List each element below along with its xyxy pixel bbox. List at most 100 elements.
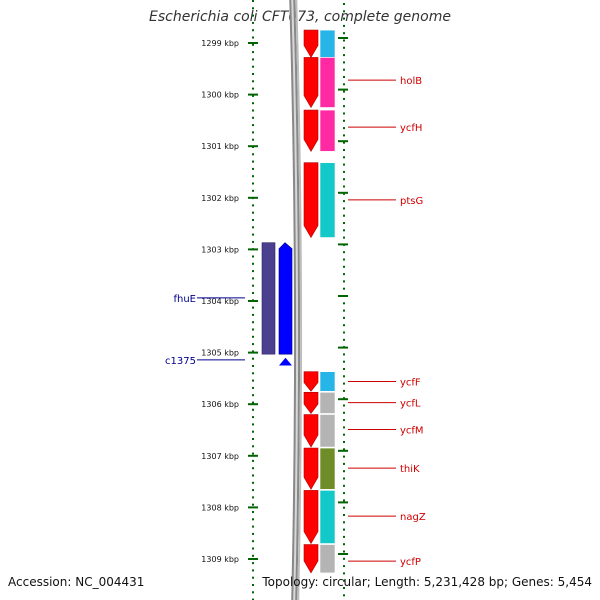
guide-dot — [252, 423, 254, 426]
gene-label-ycfP: ycfP — [400, 557, 421, 568]
tick-label: 1308 kbp — [201, 503, 239, 512]
guide-dot — [252, 262, 254, 265]
guide-dot — [252, 511, 254, 513]
guide-dot — [343, 543, 345, 546]
guide-dot — [343, 302, 345, 305]
guide-dot — [343, 492, 345, 495]
guide-dot — [252, 204, 254, 207]
guide-dot — [343, 170, 345, 173]
gene-label-ycfF: ycfF — [400, 377, 421, 388]
guide-dot — [252, 459, 254, 462]
guide-dot — [252, 408, 254, 411]
cds-arrow — [303, 29, 319, 59]
guide-dot — [252, 350, 254, 353]
guide-dot — [343, 331, 345, 334]
guide-dot — [252, 503, 254, 506]
guide-dot — [252, 401, 254, 404]
category-block — [319, 447, 336, 490]
guide-dot — [343, 68, 345, 71]
guide-dot — [252, 255, 254, 258]
guide-dot — [343, 470, 345, 473]
reverse-gene-arrow — [279, 357, 292, 366]
guide-dot — [343, 83, 345, 86]
guide-dot — [343, 258, 345, 261]
guide-dot — [343, 280, 345, 283]
guide-dot — [343, 441, 345, 443]
gene-label-fhuE: fhuE — [173, 294, 196, 305]
guide-dot — [343, 141, 345, 144]
guide-dot — [343, 316, 345, 319]
guide-dot — [252, 343, 254, 346]
tick-label: 1303 kbp — [201, 245, 239, 254]
guide-dot — [252, 386, 254, 389]
guide-dot — [252, 569, 254, 572]
guide-dot — [252, 73, 254, 75]
guide-dot — [252, 313, 254, 316]
tick-label: 1301 kbp — [201, 142, 239, 151]
dotted-guides — [252, 0, 345, 600]
guide-dot — [343, 265, 345, 268]
guide-dot — [343, 251, 345, 254]
guide-dot — [252, 94, 254, 97]
gene-label-ycfM: ycfM — [400, 425, 424, 436]
guide-dot — [343, 54, 345, 57]
tick-label: 1309 kbp — [201, 555, 239, 564]
guide-dot — [252, 87, 254, 90]
guide-dot — [343, 375, 345, 378]
guide-dot — [343, 61, 345, 64]
guide-dot — [252, 116, 254, 119]
guide-dot — [343, 185, 345, 188]
guide-dot — [343, 273, 345, 276]
guide-dot — [343, 368, 345, 370]
guide-dot — [343, 287, 345, 290]
gene-label-c1375: c1375 — [165, 356, 196, 367]
guide-dot — [252, 379, 254, 382]
cds-arrow — [303, 162, 319, 239]
tick-label: 1300 kbp — [201, 91, 239, 100]
guide-dot — [343, 119, 345, 122]
guide-dot — [343, 426, 345, 429]
guide-dot — [343, 535, 345, 538]
guide-dot — [343, 506, 345, 509]
guide-dot — [343, 557, 345, 560]
guide-dot — [343, 200, 345, 203]
cds-arrow — [303, 109, 319, 152]
guide-dot — [343, 3, 345, 5]
guide-dot — [252, 598, 254, 600]
guide-dot — [343, 499, 345, 502]
guide-dot — [252, 562, 254, 565]
guide-dot — [252, 29, 254, 32]
backbone-inner — [295, 0, 303, 600]
guide-dot — [343, 484, 345, 487]
guide-dot — [252, 321, 254, 324]
guide-dot — [343, 76, 345, 78]
guide-dot — [252, 43, 254, 46]
guide-dot — [343, 149, 345, 151]
guide-dot — [343, 156, 345, 159]
cds-arrow — [303, 490, 319, 545]
tick-label: 1306 kbp — [201, 400, 239, 409]
guide-dot — [252, 452, 254, 455]
guide-dot — [252, 306, 254, 309]
guide-dot — [252, 430, 254, 433]
guide-dot — [252, 474, 254, 477]
guide-dot — [252, 481, 254, 484]
guide-dot — [252, 175, 254, 178]
guide-dot — [343, 514, 345, 516]
guide-dot — [252, 109, 254, 112]
guide-dot — [252, 547, 254, 550]
cds-arrow — [303, 57, 319, 109]
guide-dot — [252, 65, 254, 68]
guide-dot — [252, 80, 254, 83]
gene-label-nagZ: nagZ — [400, 512, 426, 523]
guide-dot — [343, 477, 345, 480]
guide-dot — [343, 178, 345, 181]
guide-dot — [252, 240, 254, 243]
guide-dot — [252, 160, 254, 163]
guide-dot — [252, 292, 254, 294]
accession-text: Accession: NC_004431 — [8, 575, 145, 589]
guide-dot — [343, 411, 345, 414]
category-block — [319, 371, 336, 392]
guide-dot — [252, 335, 254, 338]
